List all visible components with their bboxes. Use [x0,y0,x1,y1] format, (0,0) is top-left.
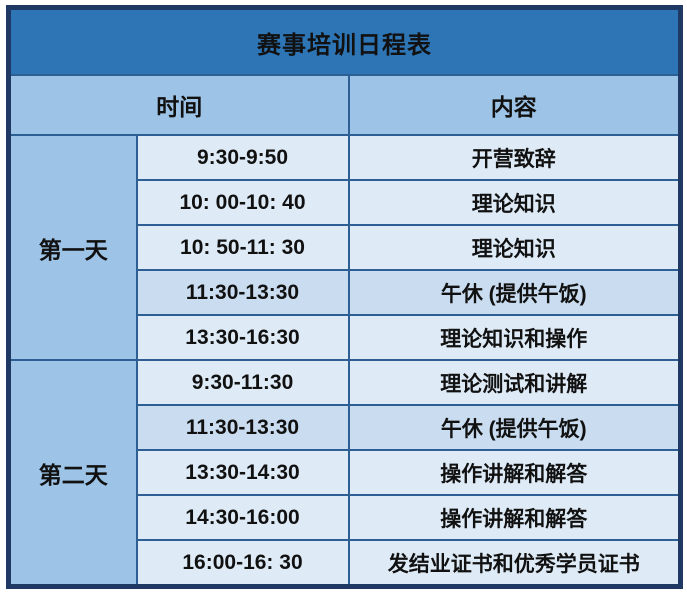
time-cell: 16:00-16: 30 [135,539,350,588]
time-cell: 10: 00-10: 40 [135,179,350,226]
time-cell: 9:30-11:30 [135,359,350,406]
table-row: 13:30-16:30 理论知识和操作 [9,314,682,361]
content-cell: 理论知识和操作 [347,314,682,361]
table-row-lunch: 11:30-13:30 午休 (提供午饭) [9,404,682,451]
time-cell: 9:30-9:50 [135,134,350,181]
time-cell: 14:30-16:00 [135,494,350,541]
table-row: 13:30-14:30 操作讲解和解答 [9,449,682,496]
content-cell: 操作讲解和解答 [347,494,682,541]
day-label-day2: 第二天 [7,359,138,588]
time-cell: 10: 50-11: 30 [135,224,350,271]
time-cell: 13:30-14:30 [135,449,350,496]
table-row: 第二天 9:30-11:30 理论测试和讲解 [7,359,682,588]
content-cell: 午休 (提供午饭) [347,269,682,316]
content-cell: 理论知识 [347,179,682,226]
table-title: 赛事培训日程表 [7,6,682,76]
content-cell: 开营致辞 [347,134,682,181]
table-row: 第一天 9:30-9:50 开营致辞 [7,134,682,361]
title-row: 赛事培训日程表 [7,6,682,76]
content-cell: 午休 (提供午饭) [347,404,682,451]
table-row: 14:30-16:00 操作讲解和解答 [9,494,682,541]
table-row: 10: 00-10: 40 理论知识 [9,179,682,226]
content-cell: 发结业证书和优秀学员证书 [347,539,682,588]
time-cell: 11:30-13:30 [135,404,350,451]
content-cell: 理论测试和讲解 [347,359,682,406]
col-header-time: 时间 [7,74,350,136]
time-cell: 13:30-16:30 [135,314,350,361]
table-row: 16:00-16: 30 发结业证书和优秀学员证书 [9,539,682,588]
schedule-table-container: 赛事培训日程表 时间 内容 第一天 9:30-9:50 开营致辞 10: 00-… [6,5,684,589]
table-row-lunch: 11:30-13:30 午休 (提供午饭) [9,269,682,316]
content-cell: 理论知识 [347,224,682,271]
day-label-day1: 第一天 [7,134,138,361]
header-row: 时间 内容 [7,74,682,136]
table-row: 10: 50-11: 30 理论知识 [9,224,682,271]
time-cell: 11:30-13:30 [135,269,350,316]
content-cell: 操作讲解和解答 [347,449,682,496]
schedule-table: 赛事培训日程表 时间 内容 第一天 9:30-9:50 开营致辞 10: 00-… [6,5,684,589]
col-header-content: 内容 [347,74,682,136]
